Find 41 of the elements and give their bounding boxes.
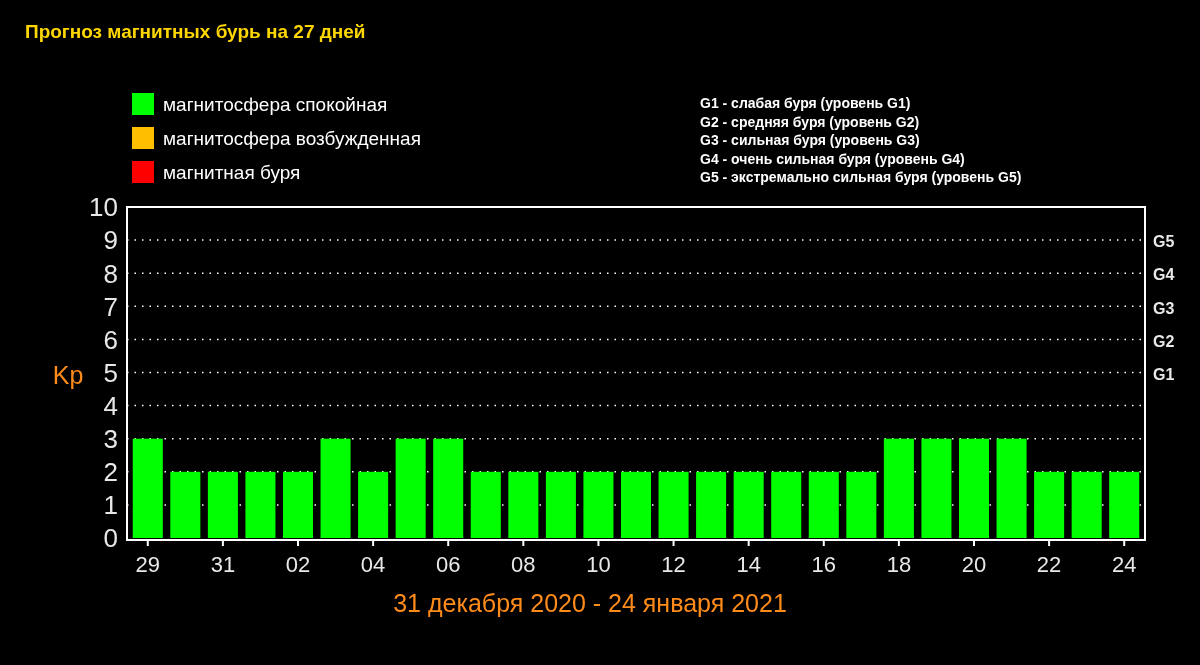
y-tick-label: 1 [103,490,118,521]
x-tick-label: 16 [811,552,837,577]
x-tick-label: 08 [511,552,536,577]
y-tick-label: 2 [103,457,118,488]
x-tick-label: 24 [1111,552,1137,577]
chart-title: Прогноз магнитных бурь на 27 дней [25,21,366,42]
x-tick-label: 29 [135,552,161,577]
text: G3 [1153,299,1175,317]
legend-label: магнитная буря [163,162,301,183]
y-tick-label: 6 [103,324,118,355]
text: G2 - средняя буря (уровень G2) [700,113,920,130]
text: G5 - экстремально сильная буря (уровень G5) [700,169,1022,185]
x-tick-label: 02 [285,552,311,577]
legend-label: магнитосфера спокойная [163,94,388,115]
text: G4 - очень сильная буря (уровень G4) [700,150,965,167]
y-tick-label: 10 [89,192,118,223]
y-tick-label: 4 [103,390,118,421]
x-tick-label: 12 [661,552,686,577]
x-axis-title: 31 декабря 2020 - 24 января 2021 [393,589,787,617]
text: G3 - сильная буря (уровень G3) [700,132,920,148]
text: G5 [1153,233,1175,251]
text: G4 [1153,266,1175,284]
y-tick-label: 3 [103,424,118,455]
x-tick-label: 31 [210,552,236,577]
y-tick-label: 5 [103,357,118,388]
y-tick-label: 0 [103,523,118,554]
text: G1 - слабая буря (уровень G1) [700,95,911,111]
x-tick-label: 14 [736,552,761,577]
x-tick-label: 20 [961,552,987,577]
y-tick-label: 7 [103,291,118,322]
x-tick-label: 10 [586,552,611,577]
legend-label: магнитосфера возбужденная [163,128,421,149]
text: G2 [1153,332,1175,350]
y-axis-title: Kp [52,361,84,389]
y-tick-label: 9 [103,225,118,256]
x-tick-label: 18 [886,552,912,577]
x-tick-label: 06 [435,552,461,577]
x-tick-label: 22 [1036,552,1062,577]
x-tick-label: 04 [360,552,386,577]
y-tick-label: 8 [103,258,118,289]
text: G1 [1153,365,1175,383]
